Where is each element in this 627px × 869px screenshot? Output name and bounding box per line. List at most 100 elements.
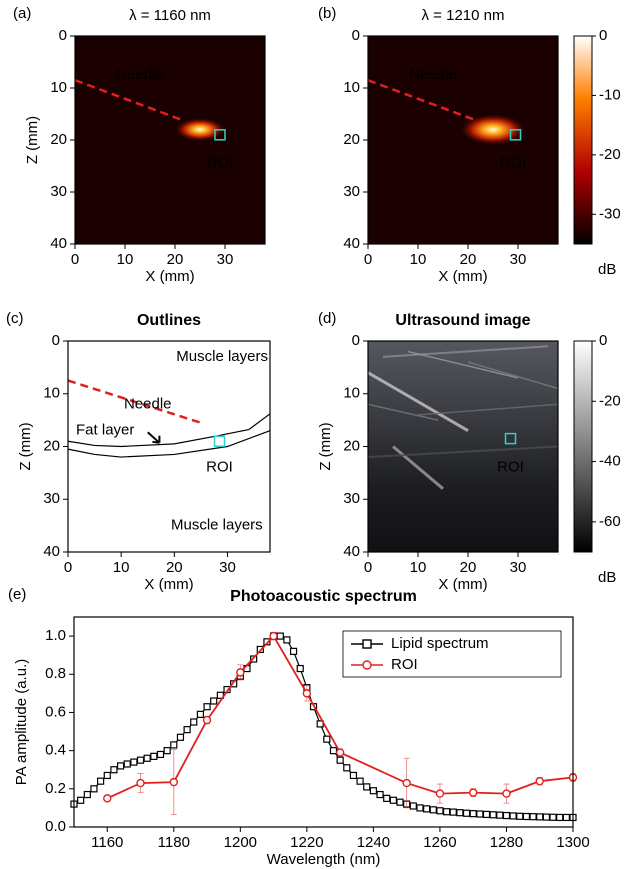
annotation: Needle (409, 66, 457, 83)
x-tick-label: 0 (364, 251, 372, 268)
marker (449, 808, 457, 816)
marker (163, 747, 171, 755)
marker (435, 789, 445, 798)
marker (302, 689, 312, 698)
colorbar-tick-label: -60 (599, 513, 621, 530)
panel-label: (a) (13, 5, 31, 22)
colorbar-tick-label: -30 (599, 205, 621, 222)
marker (482, 810, 491, 819)
annotation: ROI (206, 459, 233, 476)
roi-box (213, 435, 226, 447)
legend-marker (362, 639, 372, 649)
y-tick-label: 20 (43, 437, 60, 454)
marker (343, 764, 351, 772)
y-tick-label: 0 (59, 27, 67, 44)
marker (263, 638, 271, 646)
annotation: ROI (207, 154, 234, 171)
panel: Lipid spectrum ROI 1160 1180 1200 1220 1240 126… (8, 586, 590, 868)
marker (349, 771, 358, 780)
roi-box (509, 129, 522, 141)
annotation: Needle (124, 395, 172, 412)
chart-title: λ = 1160 nm (129, 7, 211, 24)
fat-layer-bottom (67, 430, 271, 458)
marker (556, 813, 564, 822)
marker (369, 787, 377, 795)
marker (542, 813, 550, 821)
series-line (106, 634, 574, 800)
marker (383, 794, 391, 802)
x-tick-label: 1180 (158, 834, 190, 851)
x-tick-label: 20 (167, 251, 184, 268)
tissue-streak (392, 445, 444, 490)
marker (269, 631, 278, 641)
x-tick-label: 1260 (423, 834, 456, 851)
marker (169, 777, 179, 787)
y-axis-label: PA amplitude (a.u.) (13, 659, 30, 785)
marker (522, 812, 531, 821)
colorbar-tick-label: -20 (599, 146, 621, 163)
marker (509, 812, 517, 820)
marker (176, 733, 185, 741)
y-tick-label: 40 (343, 543, 360, 560)
marker (402, 778, 411, 788)
panel: Needle ROI 0 10 20 30 0 10 20 30 40 X (mm) λ = 1210 … (318, 5, 621, 285)
marker (110, 766, 118, 774)
y-tick-label: 30 (343, 490, 360, 507)
fat-layer-top (67, 413, 271, 448)
x-tick-label: 1240 (357, 834, 390, 851)
x-tick-label: 10 (410, 251, 427, 268)
marker (356, 777, 364, 785)
x-tick-label: 30 (510, 251, 527, 268)
y-tick-label: 20 (50, 131, 67, 148)
y-tick-label: 10 (343, 79, 360, 96)
marker (562, 813, 570, 822)
marker (183, 726, 191, 734)
tissue-streak (382, 345, 549, 358)
arrow (147, 431, 161, 444)
y-tick-label: 1.0 (45, 627, 66, 644)
x-tick-label: 1300 (556, 834, 589, 851)
chart-title: Outlines (137, 312, 201, 329)
x-axis-label: X (mm) (438, 268, 487, 285)
colorbar-label: dB (598, 261, 616, 278)
marker (156, 750, 165, 759)
colorbar-tick-label: 0 (599, 27, 607, 44)
chart-title: Photoacoustic spectrum (230, 588, 417, 605)
marker (469, 788, 478, 797)
panel-label: (c) (6, 310, 24, 327)
colorbar-label: dB (598, 569, 616, 586)
y-tick-label: 30 (43, 490, 60, 507)
marker (83, 790, 91, 799)
marker (536, 813, 544, 821)
marker (283, 636, 291, 644)
chart-title: Ultrasound image (395, 312, 530, 329)
marker (170, 741, 178, 749)
x-tick-label: 30 (510, 559, 527, 576)
marker (103, 794, 112, 803)
marker (97, 777, 105, 785)
marker (336, 756, 344, 764)
x-tick-label: 10 (117, 251, 134, 268)
annotation: Fat layer (76, 422, 134, 439)
x-tick-label: 1280 (490, 834, 523, 851)
x-axis-label: X (mm) (145, 268, 194, 285)
annotation: Muscle layers (176, 348, 268, 365)
roi-box (214, 129, 226, 141)
y-tick-label: 20 (343, 437, 360, 454)
marker (136, 778, 145, 788)
marker (90, 785, 98, 793)
y-tick-label: 30 (50, 183, 67, 200)
x-tick-label: 1200 (224, 834, 257, 851)
panel: ROI 0 10 20 30 0 10 20 30 40 X (mm) Z (mm) Ultrasoun… (317, 310, 621, 593)
x-axis-label: Wavelength (nm) (267, 851, 381, 868)
y-tick-label: 10 (43, 385, 60, 402)
x-tick-label: 10 (113, 559, 130, 576)
x-tick-label: 0 (64, 559, 72, 576)
panel-label: (b) (318, 5, 336, 22)
marker (103, 771, 111, 780)
marker (396, 798, 404, 806)
y-tick-label: 40 (50, 235, 67, 252)
image-background (368, 36, 558, 244)
x-tick-label: 20 (460, 251, 477, 268)
